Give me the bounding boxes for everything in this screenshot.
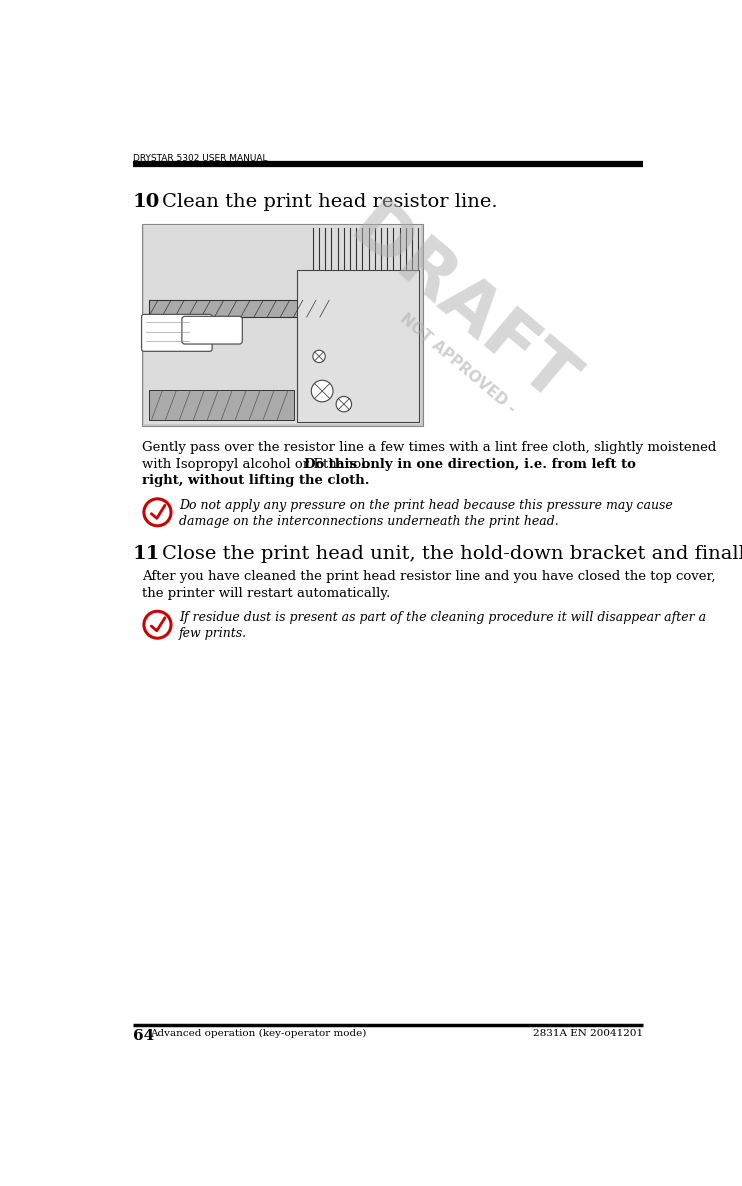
Text: damage on the interconnections underneath the print head.: damage on the interconnections underneat…	[179, 515, 559, 528]
Text: Clean the print head resistor line.: Clean the print head resistor line.	[162, 193, 498, 211]
Text: Advanced operation (key-operator mode): Advanced operation (key-operator mode)	[150, 1029, 367, 1039]
Text: few prints.: few prints.	[179, 627, 247, 640]
Text: After you have cleaned the print head resistor line and you have closed the top : After you have cleaned the print head re…	[142, 570, 716, 584]
Text: the printer will restart automatically.: the printer will restart automatically.	[142, 587, 391, 600]
Circle shape	[336, 396, 352, 412]
Text: 2831A EN 20041201: 2831A EN 20041201	[533, 1029, 643, 1039]
Text: right, without lifting the cloth.: right, without lifting the cloth.	[142, 474, 370, 487]
Bar	[144, 225, 421, 425]
Text: DRYSTAR 5302 USER MANUAL: DRYSTAR 5302 USER MANUAL	[133, 154, 268, 162]
Text: 10: 10	[133, 193, 160, 211]
Circle shape	[144, 611, 171, 638]
Bar	[142, 224, 423, 426]
Text: with Isopropyl alcohol or Ethanol.: with Isopropyl alcohol or Ethanol.	[142, 458, 374, 471]
Bar	[148, 390, 295, 420]
Text: Gently pass over the resistor line a few times with a lint free cloth, slightly : Gently pass over the resistor line a few…	[142, 441, 717, 454]
Text: Do this only in one direction, i.e. from left to: Do this only in one direction, i.e. from…	[303, 458, 635, 471]
FancyBboxPatch shape	[142, 314, 212, 351]
Circle shape	[144, 499, 171, 525]
Circle shape	[312, 381, 333, 402]
FancyBboxPatch shape	[182, 317, 243, 344]
Bar	[298, 270, 419, 422]
Text: DRAFT: DRAFT	[336, 193, 587, 420]
Text: Do not apply any pressure on the print head because this pressure may cause: Do not apply any pressure on the print h…	[179, 499, 672, 512]
Text: 11: 11	[133, 546, 160, 563]
Text: If residue dust is present as part of the cleaning procedure it will disappear a: If residue dust is present as part of th…	[179, 611, 706, 624]
Bar	[148, 300, 336, 317]
Text: Close the print head unit, the hold-down bracket and finally the top cover.: Close the print head unit, the hold-down…	[162, 546, 742, 563]
Text: NOT APPROVED -: NOT APPROVED -	[397, 311, 519, 416]
Circle shape	[313, 350, 325, 363]
Text: 64: 64	[133, 1028, 154, 1042]
